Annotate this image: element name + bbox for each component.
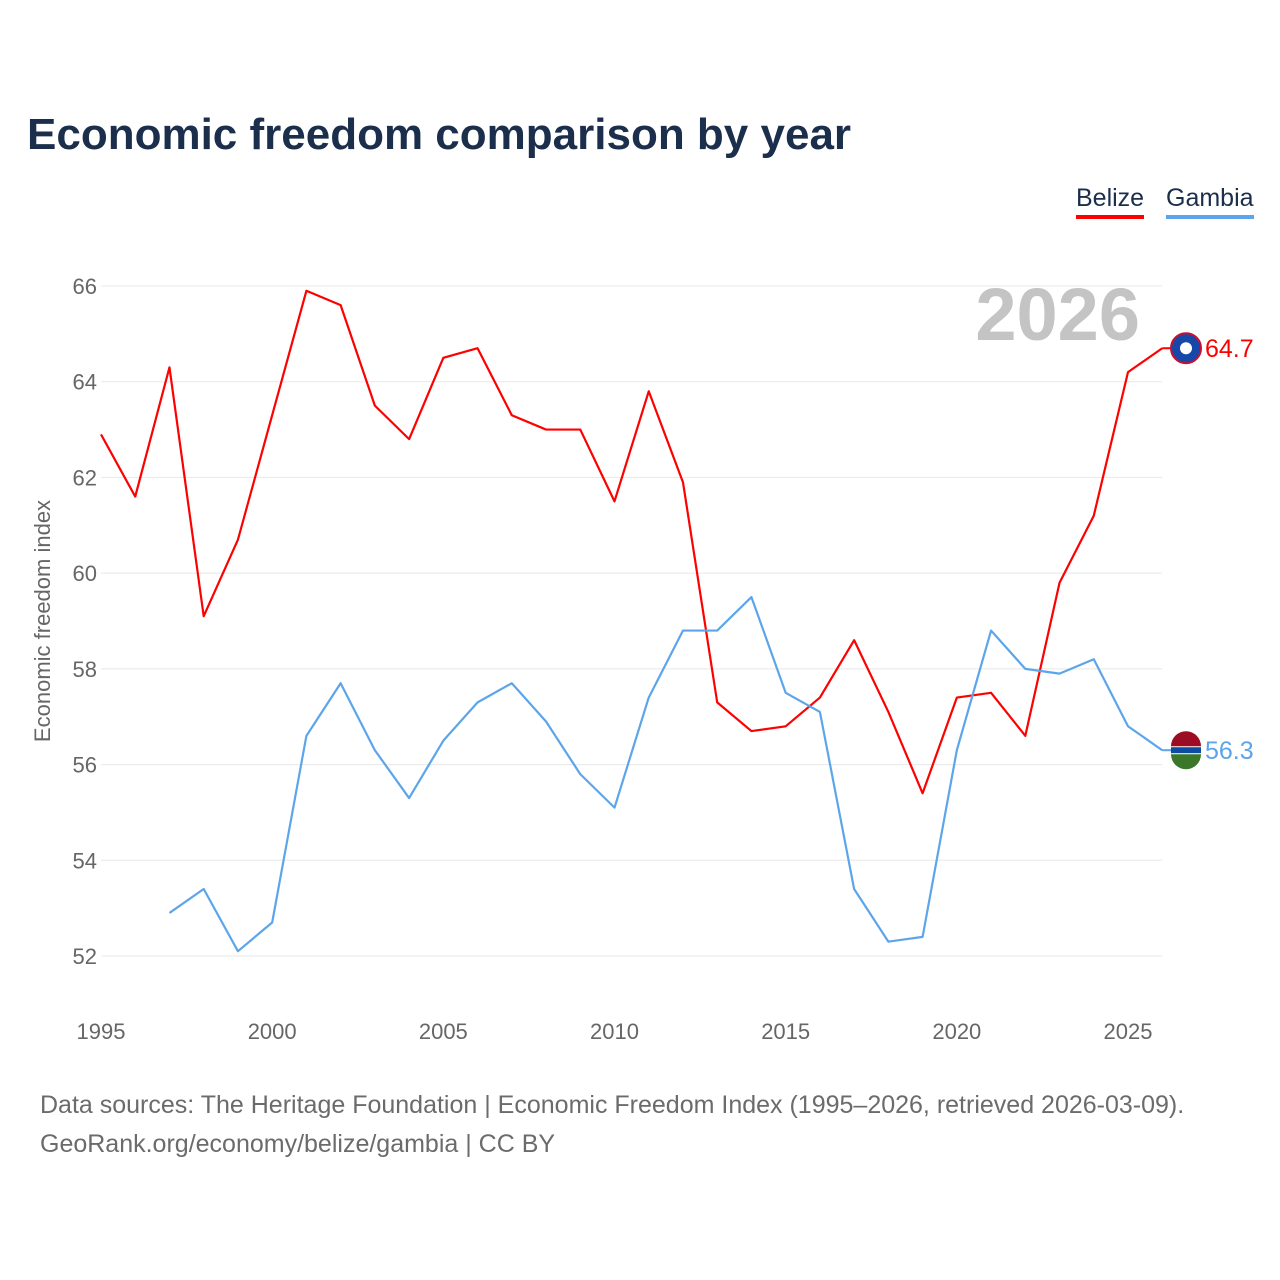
y-tick-label: 60: [73, 561, 97, 586]
x-tick-label: 2020: [932, 1019, 981, 1044]
end-value-label: 64.7: [1205, 335, 1254, 363]
x-tick-label: 2005: [419, 1019, 468, 1044]
belize-flag-emblem: [1180, 342, 1192, 355]
series-line-gambia: [168, 595, 1163, 953]
gambia-flag-green: [1171, 754, 1201, 770]
y-tick-label: 52: [73, 944, 97, 969]
y-tick-label: 58: [73, 657, 97, 682]
x-tick-label: 2015: [761, 1019, 810, 1044]
y-tick-label: 62: [73, 465, 97, 490]
y-tick-label: 54: [73, 848, 97, 873]
x-tick-label: 2000: [248, 1019, 297, 1044]
x-tick-label: 1995: [77, 1019, 126, 1044]
y-axis-label: Economic freedom index: [30, 500, 55, 742]
x-tick-label: 2010: [590, 1019, 639, 1044]
legend-belize[interactable]: Belize: [1076, 184, 1145, 219]
end-value-label: 56.3: [1205, 737, 1254, 765]
gambia-flag-blue: [1171, 747, 1201, 754]
gambia-flag-red: [1171, 731, 1201, 747]
y-tick-label: 66: [73, 274, 97, 299]
source-line-2[interactable]: GeoRank.org/economy/belize/gambia | CC B…: [40, 1130, 556, 1158]
legend-gambia[interactable]: Gambia: [1166, 184, 1254, 219]
y-tick-label: 56: [73, 753, 97, 778]
series-line-belize: [100, 289, 1163, 795]
x-tick-label: 2025: [1104, 1019, 1153, 1044]
year-watermark: 2026: [975, 273, 1140, 356]
chart-title: Economic freedom comparison by year: [27, 110, 852, 159]
source-line-1: Data sources: The Heritage Foundation | …: [40, 1091, 1185, 1119]
source-note: Data sources: The Heritage Foundation | …: [40, 1086, 1184, 1164]
y-tick-label: 64: [73, 370, 97, 395]
